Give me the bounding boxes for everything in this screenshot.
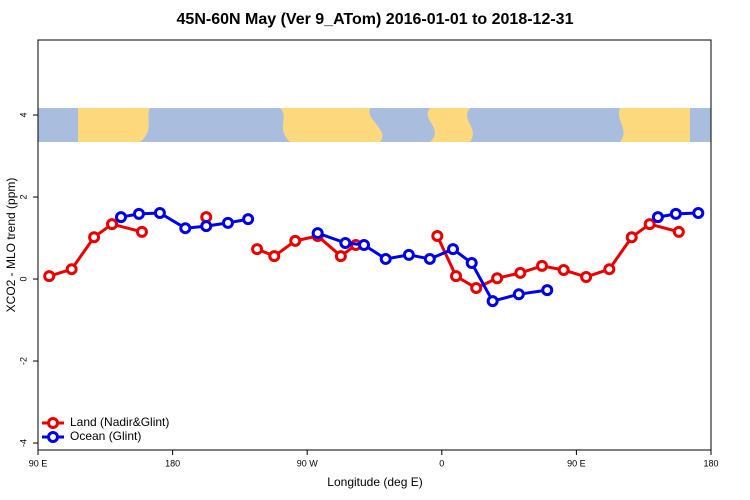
data-point [625, 231, 638, 244]
legend-label: Land (Nadir&Glint) [70, 415, 169, 429]
data-point [242, 213, 255, 226]
x-tick-label: 0 [439, 458, 444, 468]
data-point [251, 243, 264, 256]
data-point [153, 207, 166, 220]
data-point [334, 250, 347, 263]
data-point [423, 252, 436, 265]
data-point [669, 207, 682, 220]
data-point [431, 229, 444, 242]
data-point [339, 236, 352, 249]
data-point [465, 257, 478, 270]
x-tick-label: 90 E [567, 458, 586, 468]
data-point [580, 270, 593, 283]
x-axis-label: Longitude (deg E) [327, 475, 422, 489]
data-point [514, 266, 527, 279]
map-strip [38, 108, 711, 142]
data-point [88, 231, 101, 244]
data-point [450, 270, 463, 283]
data-point [289, 234, 302, 247]
data-point [672, 225, 685, 238]
data-point [221, 216, 234, 229]
data-point [106, 218, 119, 231]
data-point [512, 288, 525, 301]
data-point [603, 263, 616, 276]
data-point [447, 243, 460, 256]
legend-marker [47, 417, 59, 429]
data-point [358, 239, 371, 251]
data-point [402, 248, 415, 261]
y-axis-label: XCO2 - MLO trend (ppm) [4, 178, 18, 313]
data-point [486, 295, 499, 308]
x-tick-label: 90 E [29, 458, 48, 468]
chart-title: 45N-60N May (Ver 9_ATom) 2016-01-01 to 2… [177, 11, 574, 28]
data-point [541, 284, 554, 297]
data-point [200, 220, 213, 233]
data-point [115, 211, 128, 224]
data-point [643, 218, 656, 231]
data-point [651, 211, 664, 224]
data-point [536, 259, 549, 272]
data-point [132, 207, 145, 220]
x-tick-label: 90 W [297, 458, 319, 468]
y-tick-label: -4 [18, 439, 28, 447]
y-tick-label: 2 [18, 195, 28, 200]
y-tick-label: -2 [18, 357, 28, 365]
y-tick-label: 4 [18, 113, 28, 118]
data-point [692, 207, 705, 220]
x-tick-label: 180 [703, 458, 718, 468]
x-tick-label: 180 [165, 458, 180, 468]
data-point [43, 270, 56, 283]
legend-label: Ocean (Glint) [70, 429, 141, 443]
data-point [379, 252, 392, 265]
data-point [268, 250, 281, 263]
data-point [65, 263, 78, 276]
y-tick-label: 0 [18, 277, 28, 282]
legend-marker [47, 431, 59, 443]
data-point [311, 227, 324, 240]
plot-frame [37, 39, 712, 451]
data-point [557, 264, 570, 277]
data-point [179, 222, 192, 235]
data-point [491, 272, 504, 285]
data-point [135, 225, 148, 238]
data-point [470, 282, 483, 295]
